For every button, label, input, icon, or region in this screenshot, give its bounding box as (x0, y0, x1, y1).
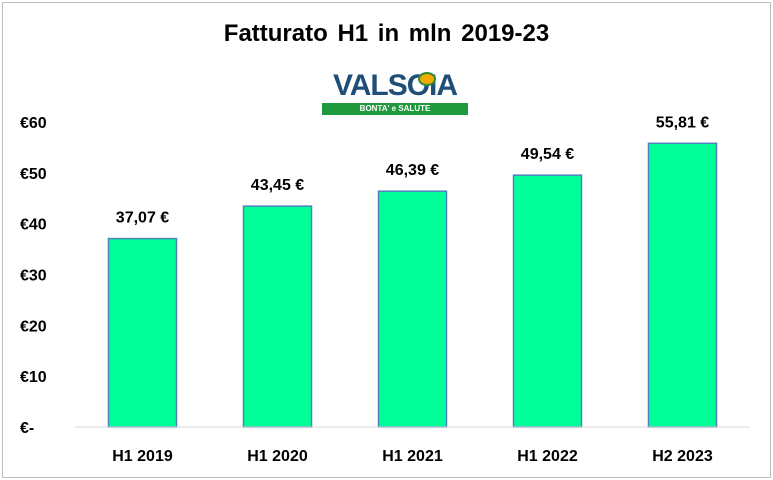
bar (242, 205, 313, 428)
data-label: 43,45 € (251, 177, 304, 194)
y-tick-label: €60 (20, 115, 47, 132)
y-tick-label: €20 (20, 318, 47, 335)
bar-series: 37,07 € 43,45 € 46,39 € 49,54 € 55,81 € (107, 114, 718, 428)
x-tick-label: H1 2019 (112, 448, 173, 465)
valsoia-logo: VALSOIA BONTA' e SALUTE (322, 70, 468, 116)
y-axis: €- €10 €20 €30 €40 €50 €60 (20, 115, 47, 437)
y-tick-label: €10 (20, 369, 47, 386)
y-tick-label: €30 (20, 268, 47, 285)
chart-title: Fatturato H1 in mln 2019-23 (223, 20, 550, 47)
logo-tagline: BONTA' e SALUTE (322, 103, 468, 115)
x-tick-label: H1 2022 (517, 448, 578, 465)
x-tick-label: H1 2020 (247, 448, 308, 465)
data-label: 37,07 € (116, 210, 169, 227)
data-label: 46,39 € (386, 162, 439, 179)
bar (107, 237, 178, 428)
x-axis: H1 2019 H1 2020 H1 2021 H1 2022 H2 2023 (75, 426, 750, 465)
y-tick-label: €50 (20, 166, 47, 183)
x-tick-label: H2 2023 (652, 448, 713, 465)
data-label: 55,81 € (656, 114, 709, 131)
bar (647, 142, 718, 428)
bar (512, 174, 583, 428)
data-label: 49,54 € (521, 146, 574, 163)
bar (377, 190, 448, 428)
y-tick-label: €- (20, 420, 34, 437)
x-tick-label: H1 2021 (382, 448, 443, 465)
logo-wordmark: VALSOIA (332, 69, 458, 102)
logo-sun-icon (418, 72, 436, 86)
y-tick-label: €40 (20, 217, 47, 234)
